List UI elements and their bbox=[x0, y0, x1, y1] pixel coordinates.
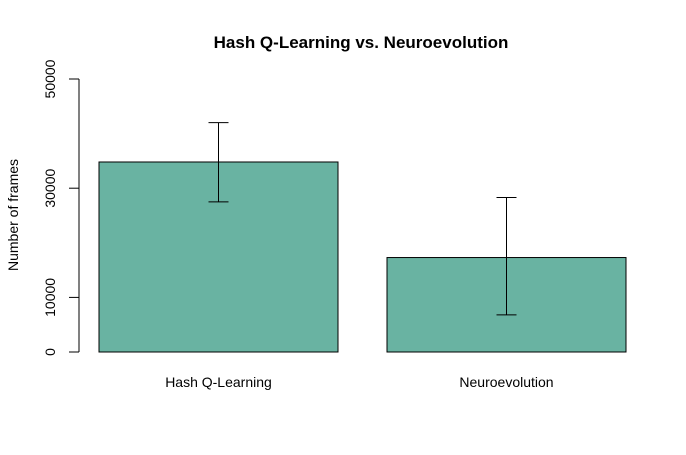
x-category-label: Neuroevolution bbox=[459, 374, 553, 390]
y-axis: 0 10000 30000 50000 bbox=[42, 59, 80, 356]
y-tick-label: 30000 bbox=[42, 169, 58, 208]
y-tick-label: 10000 bbox=[42, 278, 58, 317]
y-tick-label: 50000 bbox=[42, 59, 58, 98]
y-axis-label: Number of frames bbox=[5, 159, 21, 271]
chart-title: Hash Q-Learning vs. Neuroevolution bbox=[214, 33, 509, 52]
x-category-labels: Hash Q-Learning Neuroevolution bbox=[165, 374, 553, 390]
error-bars-group bbox=[208, 122, 517, 316]
bars-group bbox=[98, 161, 627, 353]
x-category-label: Hash Q-Learning bbox=[165, 374, 272, 390]
y-tick-label: 0 bbox=[42, 348, 58, 356]
